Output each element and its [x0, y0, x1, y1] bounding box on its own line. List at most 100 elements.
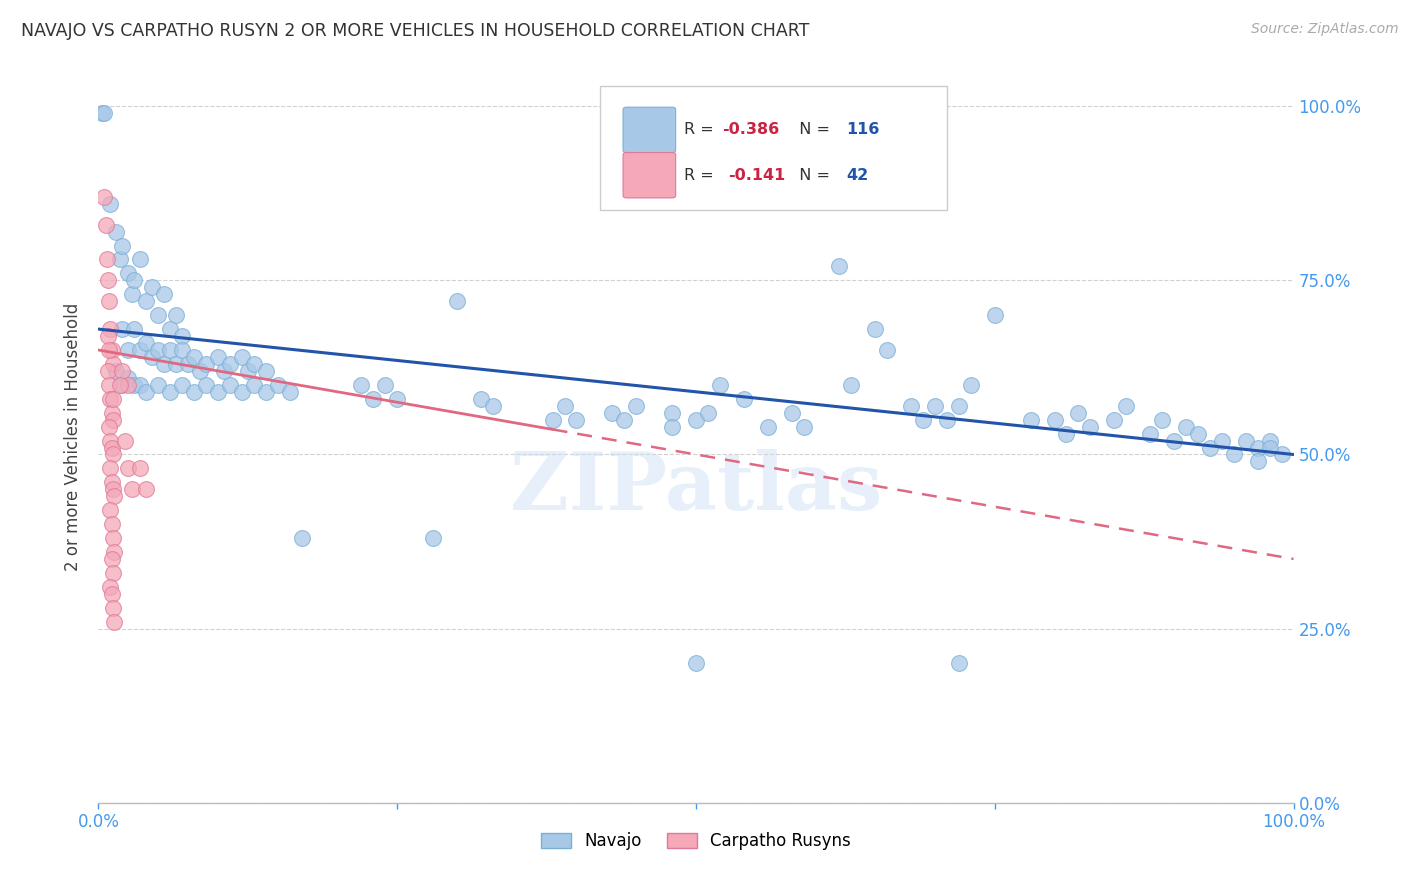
Point — [101, 448, 124, 462]
FancyBboxPatch shape — [600, 86, 948, 211]
Point — [101, 483, 124, 497]
Point — [117, 371, 139, 385]
Point — [111, 377, 134, 392]
Text: 42: 42 — [846, 168, 869, 183]
Point — [153, 287, 176, 301]
Point — [195, 377, 218, 392]
Text: R =: R = — [685, 122, 718, 137]
Point — [101, 600, 124, 615]
Point — [661, 419, 683, 434]
Point — [1223, 448, 1246, 462]
Point — [565, 412, 588, 426]
Point — [100, 406, 122, 420]
Point — [98, 461, 122, 475]
Point — [100, 517, 122, 532]
Point — [661, 406, 683, 420]
Point — [780, 406, 803, 420]
Point — [108, 377, 131, 392]
Point — [100, 552, 122, 566]
Point — [195, 357, 218, 371]
FancyBboxPatch shape — [623, 107, 676, 153]
Point — [924, 399, 946, 413]
Point — [129, 377, 152, 392]
Point — [207, 350, 229, 364]
Point — [911, 412, 934, 426]
Point — [103, 615, 125, 629]
Text: -0.386: -0.386 — [723, 122, 779, 137]
Point — [936, 412, 959, 426]
Point — [159, 384, 181, 399]
Point — [841, 377, 863, 392]
Point — [98, 343, 121, 357]
Point — [129, 252, 152, 267]
Point — [97, 329, 120, 343]
Point — [124, 273, 146, 287]
Point — [865, 322, 887, 336]
Point — [135, 483, 157, 497]
Point — [97, 364, 120, 378]
Point — [1019, 412, 1042, 426]
Point — [876, 343, 898, 357]
Point — [1175, 419, 1198, 434]
Point — [685, 657, 707, 671]
Point — [101, 531, 124, 545]
Point — [103, 545, 125, 559]
Text: NAVAJO VS CARPATHO RUSYN 2 OR MORE VEHICLES IN HOUSEHOLD CORRELATION CHART: NAVAJO VS CARPATHO RUSYN 2 OR MORE VEHIC… — [21, 22, 810, 40]
Point — [422, 531, 444, 545]
Point — [101, 392, 124, 406]
Point — [111, 364, 134, 378]
Point — [105, 364, 128, 378]
Point — [111, 238, 134, 252]
Point — [541, 412, 564, 426]
Text: ZIPatlas: ZIPatlas — [510, 450, 882, 527]
Point — [183, 384, 205, 399]
Point — [207, 384, 229, 399]
Point — [91, 106, 114, 120]
Point — [96, 252, 118, 267]
Point — [172, 377, 194, 392]
Point — [98, 503, 122, 517]
Point — [100, 441, 122, 455]
Point — [188, 364, 211, 378]
Point — [1247, 441, 1270, 455]
Point — [141, 280, 163, 294]
Point — [172, 343, 194, 357]
Point — [948, 657, 970, 671]
Point — [159, 322, 181, 336]
Point — [554, 399, 576, 413]
Point — [148, 308, 170, 322]
Point — [733, 392, 755, 406]
Point — [267, 377, 290, 392]
Point — [219, 377, 242, 392]
Point — [93, 106, 115, 120]
Point — [98, 580, 122, 594]
Point — [254, 384, 277, 399]
Point — [1271, 448, 1294, 462]
Point — [291, 531, 314, 545]
Point — [129, 461, 152, 475]
Point — [159, 343, 181, 357]
Point — [98, 434, 122, 448]
Point — [141, 350, 163, 364]
Text: -0.141: -0.141 — [728, 168, 786, 183]
Point — [697, 406, 720, 420]
Point — [231, 384, 253, 399]
Point — [613, 412, 636, 426]
Point — [100, 343, 122, 357]
Point — [1234, 434, 1257, 448]
Point — [1152, 412, 1174, 426]
Point — [984, 308, 1007, 322]
Text: 116: 116 — [846, 122, 880, 137]
Point — [212, 364, 235, 378]
Point — [98, 377, 121, 392]
Point — [148, 377, 170, 392]
Point — [117, 343, 139, 357]
Legend: Navajo, Carpatho Rusyns: Navajo, Carpatho Rusyns — [534, 825, 858, 856]
FancyBboxPatch shape — [623, 153, 676, 198]
Point — [363, 392, 385, 406]
Point — [135, 384, 157, 399]
Text: N =: N = — [789, 168, 835, 183]
Point — [98, 419, 121, 434]
Point — [177, 357, 200, 371]
Point — [446, 294, 468, 309]
